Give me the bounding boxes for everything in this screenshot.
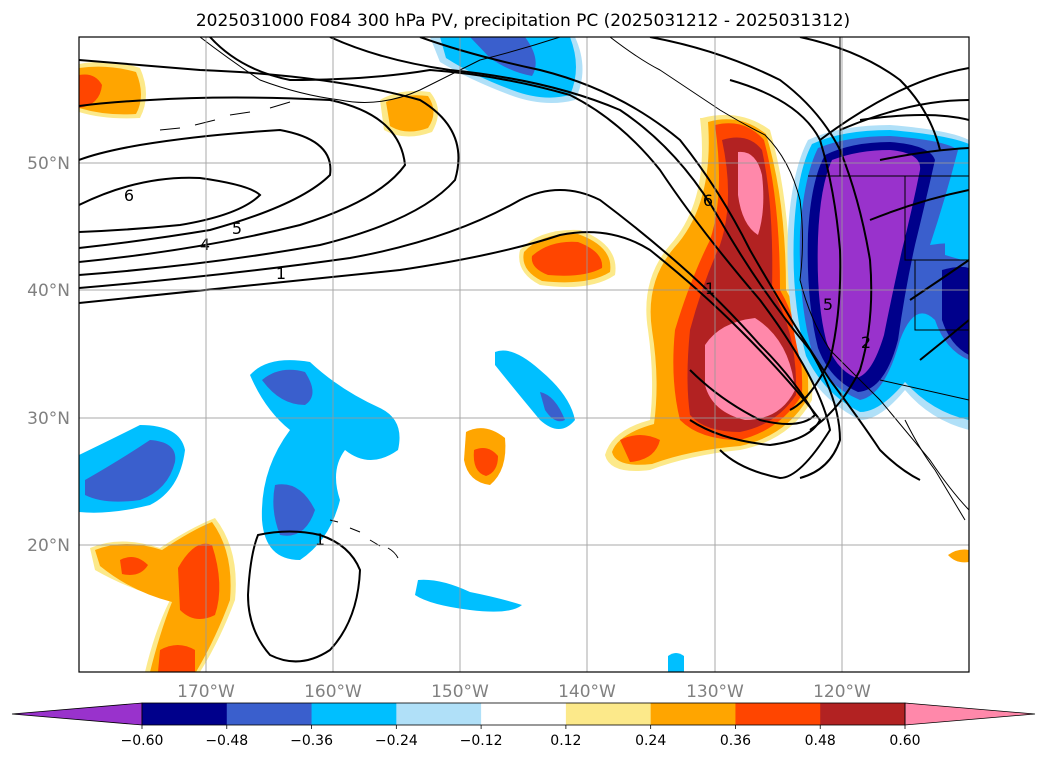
precip-area-se-pos	[668, 653, 684, 672]
aleutian-islands	[159, 101, 291, 131]
pv-contour	[79, 189, 817, 425]
colorbar-segment	[820, 703, 906, 725]
pv-contour	[419, 37, 921, 481]
contour-label-layer: 6 5 4 1 1 6 1 5 2	[124, 186, 871, 549]
precip-area-sw-pos	[158, 645, 195, 672]
lon-label: 140°W	[558, 682, 616, 702]
pv-contour	[729, 79, 842, 411]
lon-label: 160°W	[304, 682, 362, 702]
lon-label: 120°W	[813, 682, 871, 702]
colorbar-segment	[311, 703, 397, 725]
precip-area-gulf-pos	[386, 95, 434, 132]
colorbar-tick-label: 0.24	[635, 733, 666, 749]
colorbar-segment	[481, 703, 567, 725]
pv-contour	[79, 128, 332, 249]
colorbar-tick-label: −0.12	[460, 733, 503, 749]
pv-contour	[869, 189, 969, 221]
lat-label: 40°N	[27, 281, 70, 301]
map-panel: 6 5 4 1 1 6 1 5 2	[78, 36, 970, 673]
colorbar-tick-label: 0.60	[889, 733, 920, 749]
precip-area-sw-pos	[120, 556, 148, 575]
precip-area-plume-pos	[738, 151, 764, 235]
pv-contour	[209, 37, 832, 480]
pv-contour	[79, 231, 822, 447]
precip-area-center-neg	[262, 369, 313, 405]
colorbar-tick-label: 0.48	[805, 733, 836, 749]
contour-label: 5	[823, 295, 833, 314]
contour-label: 6	[124, 186, 134, 205]
lat-labels: 50°N 40°N 30°N 20°N	[27, 154, 70, 556]
precip-area-central-pos	[531, 241, 603, 276]
contour-label: 1	[315, 530, 325, 549]
colorbar-extend-max	[904, 702, 1036, 726]
colorbar: −0.60 −0.48 −0.36 −0.24 −0.12 0.12 0.24 0.36 0.4…	[11, 702, 1036, 749]
precip-area-west-neg	[85, 440, 176, 502]
lon-label: 170°W	[177, 682, 235, 702]
contour-label: 1	[276, 264, 286, 283]
state-borders	[839, 37, 969, 331]
lon-labels: 170°W 160°W 150°W 140°W 130°W 120°W	[177, 682, 871, 702]
hawaii-islands	[329, 519, 399, 559]
colorbar-tick-label: −0.24	[375, 733, 418, 749]
pv-contour	[246, 530, 362, 663]
precip-area-mid-neg	[540, 392, 565, 422]
precip-area-sw-pos	[178, 543, 220, 619]
colorbar-segment	[735, 703, 821, 725]
pv-contour	[859, 114, 969, 121]
pv-contour	[839, 99, 969, 131]
map-frame	[78, 36, 970, 673]
figure-title: 2025031000 F084 300 hPa PV, precipitatio…	[196, 11, 850, 31]
lon-label: 130°W	[686, 682, 744, 702]
border-us-mexico	[879, 379, 969, 401]
colorbar-tick-label: −0.48	[205, 733, 248, 749]
colorbar-tick-label: −0.60	[121, 733, 164, 749]
colorbar-segment	[142, 703, 228, 725]
lat-label: 30°N	[27, 409, 70, 429]
colorbar-segment	[650, 703, 736, 725]
pv-contour	[919, 319, 969, 361]
lon-label: 150°W	[431, 682, 489, 702]
coastline-north-america	[609, 37, 969, 511]
colorbar-segment	[565, 703, 652, 725]
coastline-alaska	[199, 37, 561, 103]
colorbar-segment	[396, 703, 482, 725]
colorbar-tick-label: −0.36	[290, 733, 333, 749]
pv-contour	[79, 96, 407, 263]
pv-contour-layer	[79, 37, 969, 663]
contour-label: 1	[705, 279, 715, 298]
lat-label: 50°N	[27, 154, 70, 174]
colorbar-tick-label: 0.36	[720, 733, 751, 749]
precip-area-nw-pos	[79, 74, 102, 108]
pv-contour	[649, 37, 873, 431]
precip-area-se-pos	[948, 549, 969, 563]
contour-label: 5	[232, 219, 242, 238]
precip-area-east-neg	[942, 266, 969, 355]
colorbar-tick-label: 0.12	[550, 733, 581, 749]
contour-label: 2	[861, 333, 871, 352]
pv-contour	[799, 37, 941, 151]
precip-area-east-neg	[817, 150, 921, 378]
pv-contour	[879, 147, 969, 161]
precip-area-east-neg	[945, 218, 969, 262]
precip-area-plume-pos	[705, 318, 795, 420]
pv-contour	[79, 59, 460, 276]
precip-area-hi-neg	[415, 579, 522, 612]
coastline-layer	[159, 37, 969, 559]
baja-california	[904, 419, 966, 521]
colorbar-extend-min	[11, 702, 143, 726]
pv-contour	[909, 259, 969, 301]
lat-label: 20°N	[27, 536, 70, 556]
contour-label: 4	[200, 235, 210, 254]
colorbar-segment	[226, 703, 313, 725]
pv-contour	[819, 67, 969, 141]
contour-label: 6	[703, 191, 713, 210]
graticule	[79, 37, 969, 672]
precip-area-plume-pos	[620, 435, 660, 462]
precip-area-small-pos	[473, 448, 498, 476]
pv-contour	[79, 176, 262, 233]
precip-area-center-neg	[273, 484, 315, 536]
colorbar-frame	[141, 702, 906, 726]
